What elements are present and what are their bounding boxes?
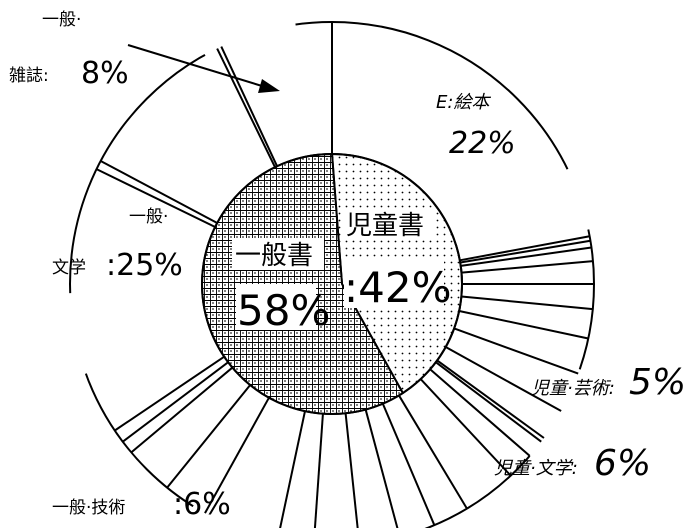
inner-label-general-text: 一般書 [235,241,313,271]
label-general-technology: 一般·技術 [52,498,125,518]
spoke-14 [399,395,467,508]
ring-gap-0 [70,293,86,373]
spoke-18 [314,414,323,528]
spoke-28 [221,47,277,167]
spoke-8 [454,328,578,373]
label-general-technology-pct: :6% [173,487,231,522]
ring-gap-2 [567,169,588,229]
label-children-literature-pct: 6% [594,443,651,484]
spoke-11 [436,362,541,441]
spoke-17 [346,413,360,528]
spoke-21 [167,385,250,488]
inner-label-children-text: 児童書 [346,211,424,241]
label-general-literature-pct: :25% [106,248,183,283]
label-general-magazine-line1: 一般· [42,10,81,30]
spoke-23 [123,362,228,441]
label-general-literature-line1: 一般· [129,207,168,227]
label-general-magazine-line2: 雑誌: [9,66,49,86]
inner-label-children-pct: :42% [344,263,452,312]
spoke-2 [460,241,590,263]
label-children-arts-pct: 5% [629,362,684,403]
inner-label-general: 一般書 58% [232,238,330,335]
label-children-arts: 児童·芸術: [531,378,615,399]
spoke-7 [459,311,588,338]
spoke-15 [383,404,435,526]
label-general-literature-line2: 文学 [52,258,86,278]
label-children-literature: 児童·文学: [494,458,578,479]
label-picture-books: E:絵本 [436,92,491,113]
spoke-16 [366,410,400,528]
inner-label-general-pct: 58% [237,286,330,335]
spoke-19 [278,411,305,528]
spoke-6 [461,296,592,309]
label-picture-books-pct: 22% [449,126,516,161]
spoke-27 [217,49,275,168]
label-general-magazine-pct: 8% [81,56,129,91]
inner-label-children: 児童書 :42% [344,208,452,312]
